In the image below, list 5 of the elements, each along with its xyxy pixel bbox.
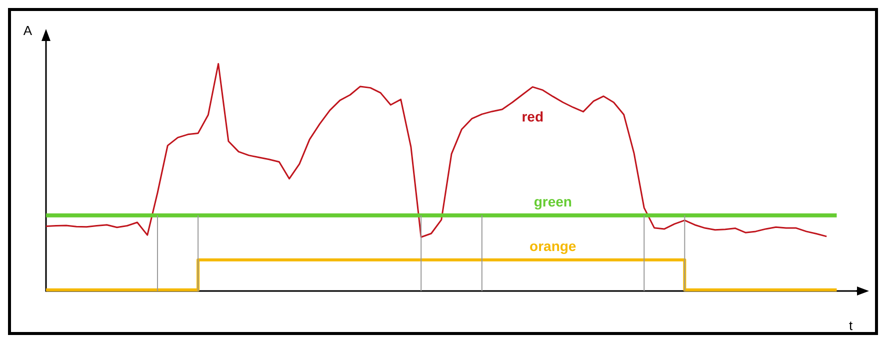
series-label: green xyxy=(534,194,572,210)
series-label: orange xyxy=(530,238,576,254)
x-axis-title: t xyxy=(849,318,853,333)
y-axis-title: A xyxy=(23,23,32,38)
series-label: red xyxy=(522,108,544,124)
